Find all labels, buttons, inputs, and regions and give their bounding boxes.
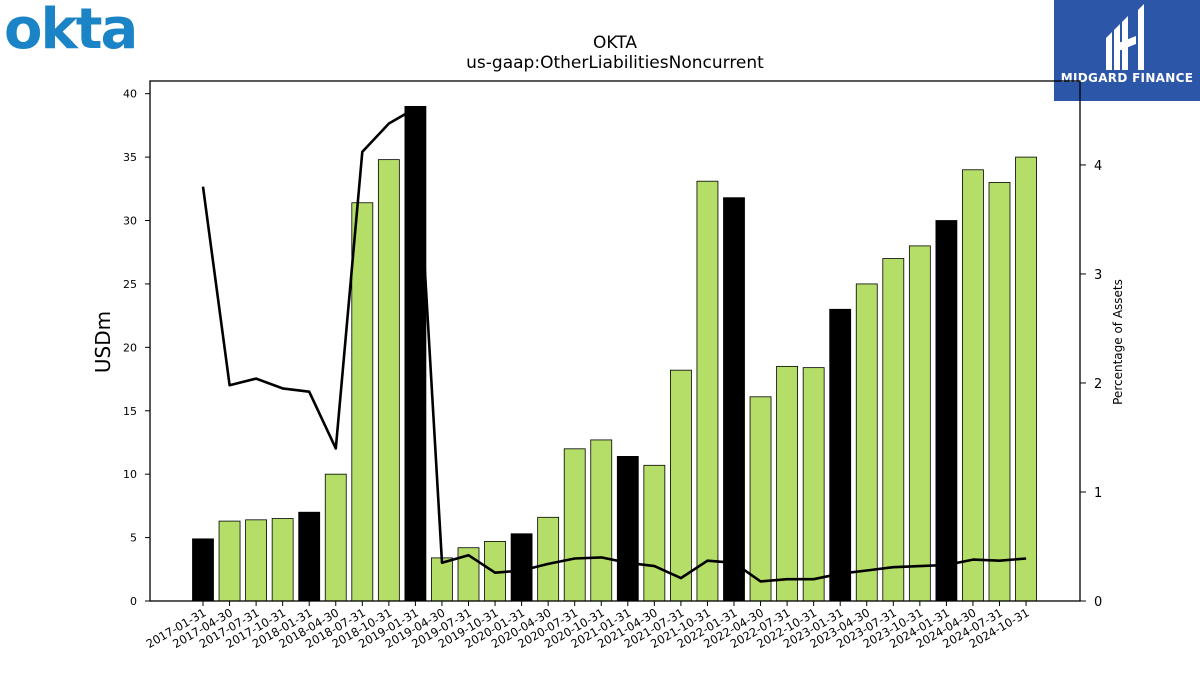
bar <box>563 448 586 602</box>
bar <box>723 197 745 602</box>
bar <box>908 245 931 602</box>
y-tick-label: 5 <box>130 532 137 545</box>
bar <box>537 516 560 602</box>
bar <box>351 202 374 602</box>
bar <box>590 439 613 602</box>
y-tick-label: 30 <box>123 215 137 228</box>
bar <box>404 105 427 602</box>
y-tick-label: 0 <box>130 595 137 608</box>
y2-tick-label: 4 <box>1094 159 1102 174</box>
bar <box>962 169 984 602</box>
bar <box>324 473 347 602</box>
okta-logo: okta <box>4 0 138 62</box>
y-tick-label: 35 <box>123 151 137 164</box>
bar <box>988 182 1011 602</box>
chart-title: OKTA <box>593 33 637 53</box>
bar <box>1015 156 1037 602</box>
y2-tick-label: 0 <box>1094 595 1102 610</box>
bar <box>271 518 294 602</box>
y-tick-label: 15 <box>123 405 137 418</box>
bar <box>749 396 772 602</box>
bar <box>298 511 321 602</box>
y-tick-label: 40 <box>123 88 137 101</box>
bar <box>882 258 905 602</box>
y-axis-label: USDm <box>91 311 115 373</box>
chart-subtitle: us-gaap:OtherLiabilitiesNoncurrent <box>466 53 764 73</box>
bar <box>829 308 852 602</box>
midgard-finance-logo: MIDGARD FINANCE <box>1054 0 1200 101</box>
bar <box>802 367 825 602</box>
plot-frame <box>149 80 1081 602</box>
bar <box>855 283 878 602</box>
y2-tick-label: 2 <box>1094 377 1102 392</box>
y2-tick-label: 1 <box>1094 486 1102 501</box>
bar <box>643 464 666 602</box>
y-tick-label: 10 <box>123 468 137 481</box>
y-tick-label: 20 <box>123 341 137 354</box>
bar <box>776 365 798 602</box>
percentage-line <box>201 107 1027 583</box>
bar <box>670 369 692 602</box>
bar-series <box>192 105 1037 602</box>
bar <box>696 180 719 602</box>
line-series <box>201 107 1027 583</box>
bar <box>431 557 453 602</box>
bar <box>218 520 241 602</box>
bar <box>935 220 958 602</box>
bar <box>616 456 639 602</box>
y-tick-label: 25 <box>123 278 137 291</box>
bar <box>245 519 268 602</box>
midgard-emblem-icon <box>1106 4 1144 70</box>
brand-name: MIDGARD FINANCE <box>1060 71 1194 85</box>
bar <box>192 538 214 602</box>
y2-tick-label: 3 <box>1094 268 1102 283</box>
y2-axis-label: Percentage of Assets <box>1111 279 1125 405</box>
bar <box>377 159 400 602</box>
